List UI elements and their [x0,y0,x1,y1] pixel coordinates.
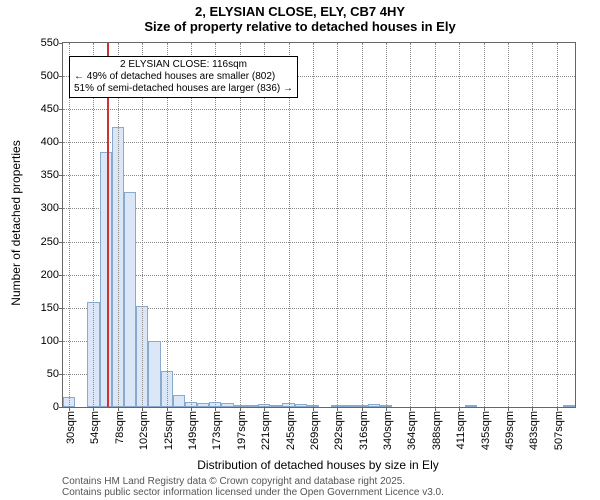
ytick-label: 0 [53,401,63,413]
chart-title-line2: Size of property relative to detached ho… [0,19,600,34]
xtick-label: 30sqm [65,411,77,444]
footer-line2: Contains public sector information licen… [62,487,444,498]
histogram-bar [246,405,258,407]
histogram-bar [197,403,209,407]
xtick-label: 411sqm [455,411,467,449]
footer-attribution: Contains HM Land Registry data © Crown c… [62,476,444,498]
gridline-vertical [362,43,363,407]
x-axis-label: Distribution of detached houses by size … [62,458,574,472]
ytick-label: 450 [41,103,63,115]
xtick-label: 507sqm [553,411,565,450]
xtick-label: 269sqm [309,411,321,450]
xtick-label: 292sqm [333,411,345,450]
ytick-label: 400 [41,136,63,148]
xtick-label: 340sqm [382,411,394,450]
ytick-label: 50 [47,368,63,380]
plot-area: 05010015020025030035040045050055030sqm54… [62,42,576,408]
xtick-label: 125sqm [163,411,175,450]
annotation-larger: 51% of semi-detached houses are larger (… [74,83,293,95]
gridline-vertical [557,43,558,407]
gridline-horizontal [63,242,575,243]
xtick-label: 197sqm [236,411,248,450]
xtick-label: 435sqm [480,411,492,450]
gridline-vertical [459,43,460,407]
gridline-horizontal [63,109,575,110]
histogram-bar [295,404,307,407]
xtick-label: 54sqm [89,411,101,444]
ytick-label: 100 [41,335,63,347]
gridline-vertical [410,43,411,407]
xtick-label: 316sqm [358,411,370,450]
gridline-vertical [337,43,338,407]
y-axis-label: Number of detached properties [9,123,23,323]
histogram-bar [343,405,355,407]
annotation-smaller: ← 49% of detached houses are smaller (80… [74,71,293,83]
histogram-bar [124,192,136,407]
annotation-box: 2 ELYSIAN CLOSE: 116sqm← 49% of detached… [69,56,298,98]
xtick-label: 173sqm [211,411,223,450]
histogram-bar [173,395,185,407]
gridline-horizontal [63,142,575,143]
gridline-horizontal [63,275,575,276]
histogram-bar [368,404,380,407]
xtick-label: 364sqm [406,411,418,450]
chart-title-line1: 2, ELYSIAN CLOSE, ELY, CB7 4HY [0,4,600,19]
xtick-label: 388sqm [431,411,443,450]
footer-line1: Contains HM Land Registry data © Crown c… [62,476,444,487]
ytick-label: 200 [41,269,63,281]
chart-container: 2, ELYSIAN CLOSE, ELY, CB7 4HY Size of p… [0,0,600,500]
histogram-bar [100,152,112,407]
gridline-vertical [508,43,509,407]
annotation-title: 2 ELYSIAN CLOSE: 116sqm [74,59,293,71]
xtick-label: 221sqm [260,411,272,450]
xtick-label: 245sqm [285,411,297,450]
ytick-label: 500 [41,70,63,82]
ytick-label: 250 [41,236,63,248]
histogram-bar [563,405,575,407]
ytick-label: 550 [41,37,63,49]
gridline-horizontal [63,208,575,209]
gridline-vertical [386,43,387,407]
histogram-bar [148,341,160,407]
title-block: 2, ELYSIAN CLOSE, ELY, CB7 4HY Size of p… [0,4,600,34]
xtick-label: 78sqm [114,411,126,444]
xtick-label: 483sqm [528,411,540,450]
histogram-bar [465,405,477,407]
ytick-label: 300 [41,202,63,214]
xtick-label: 102sqm [138,411,150,450]
histogram-bar [221,403,233,407]
gridline-vertical [435,43,436,407]
histogram-bar [270,405,282,407]
gridline-vertical [532,43,533,407]
gridline-vertical [313,43,314,407]
xtick-label: 459sqm [504,411,516,450]
gridline-horizontal [63,175,575,176]
ytick-label: 350 [41,169,63,181]
ytick-label: 150 [41,302,63,314]
xtick-label: 149sqm [187,411,199,450]
gridline-vertical [484,43,485,407]
